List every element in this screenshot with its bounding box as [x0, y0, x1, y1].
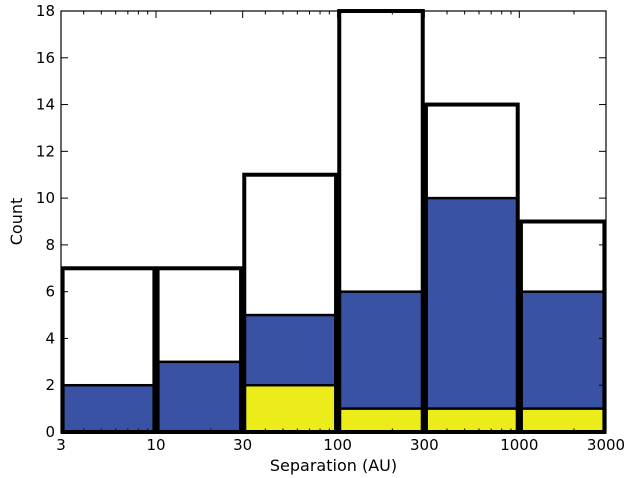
bar-series3-bin3	[243, 383, 338, 434]
x-tick-label: 1000	[500, 436, 538, 454]
y-tick-label: 2	[45, 376, 55, 394]
y-tick-label: 18	[36, 2, 55, 20]
bars-layer	[60, 9, 607, 435]
plot-frame	[60, 10, 607, 433]
y-tick-label: 6	[45, 283, 55, 301]
y-tick-label: 8	[45, 236, 55, 254]
bar-series3-bin6	[519, 407, 606, 434]
ticks-layer: 3 10 30 100 300 1000 3000 0 2 4 6 8 10 12 14 16 18	[36, 2, 624, 454]
y-axis-label: Count	[7, 198, 26, 246]
x-axis-label: Separation (AU)	[270, 456, 397, 475]
bar-series2-bin2	[156, 360, 243, 434]
y-tick-label: 14	[36, 96, 55, 114]
bar-series2-bin5	[424, 196, 519, 434]
bar-series3-bin5	[424, 407, 519, 434]
y-tick-label: 10	[36, 189, 55, 207]
y-tick-label: 12	[36, 142, 55, 160]
x-tick-label: 10	[146, 436, 165, 454]
y-tick-label: 0	[45, 423, 55, 441]
bar-series2-bin1	[61, 383, 156, 434]
x-tick-label: 30	[233, 436, 252, 454]
x-tick-label: 100	[323, 436, 352, 454]
y-tick-label: 16	[36, 49, 55, 67]
bar-series3-bin4	[338, 407, 424, 434]
y-tick-label: 4	[45, 329, 55, 347]
x-tick-label: 300	[410, 436, 439, 454]
x-tick-label: 3000	[587, 436, 624, 454]
x-tick-label: 3	[56, 436, 66, 454]
